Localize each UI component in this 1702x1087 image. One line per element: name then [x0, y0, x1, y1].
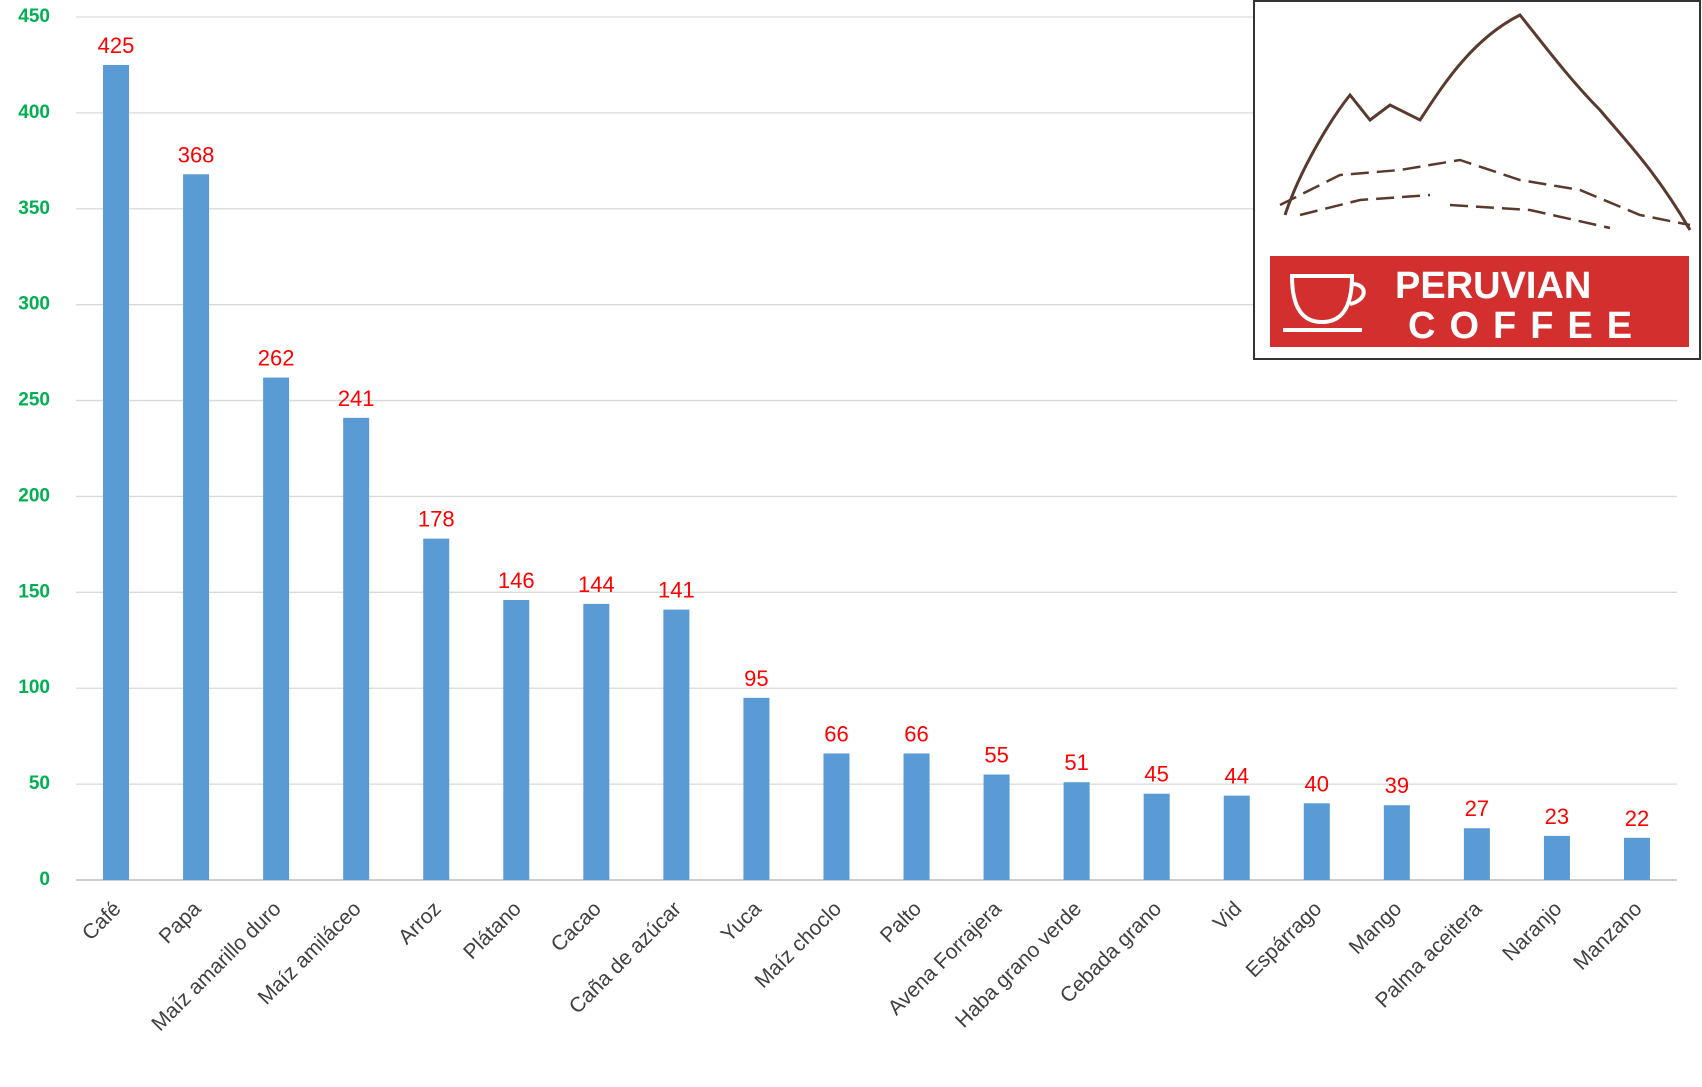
bar — [103, 65, 129, 880]
x-tick-label: Plátano — [459, 897, 526, 964]
value-label: 22 — [1625, 806, 1649, 831]
x-tick-label: Espárrago — [1242, 897, 1327, 982]
chart: 0 50 100 150 200 250 300 350 400 450 425 Café 368 Pap… — [0, 0, 1702, 1087]
value-label: 51 — [1064, 750, 1088, 775]
bar — [1624, 838, 1650, 880]
value-label: 27 — [1465, 796, 1489, 821]
x-tick-label: Vid — [1209, 897, 1246, 934]
x-tick-label: Cacao — [547, 897, 606, 956]
x-tick-label: Manzano — [1569, 897, 1646, 974]
value-label: 425 — [98, 33, 135, 58]
y-tick-label: 250 — [18, 390, 50, 411]
y-tick-label: 350 — [18, 198, 50, 219]
x-tick-label: Café — [78, 897, 126, 945]
bar — [583, 604, 609, 880]
y-tick-label: 100 — [18, 677, 50, 698]
value-label: 262 — [258, 346, 295, 371]
bar — [663, 610, 689, 880]
x-tick-label: Maíz choclo — [751, 897, 846, 992]
y-tick-label: 400 — [18, 102, 50, 123]
bar — [1384, 805, 1410, 880]
value-label: 23 — [1545, 804, 1569, 829]
bar — [1544, 836, 1570, 880]
bar — [1144, 794, 1170, 880]
bar — [1464, 828, 1490, 880]
value-label: 241 — [338, 386, 375, 411]
value-label: 39 — [1385, 773, 1409, 798]
value-label: 40 — [1305, 771, 1329, 796]
value-label: 141 — [658, 578, 695, 603]
y-tick-label: 0 — [39, 869, 50, 890]
x-tick-label: Mango — [1345, 897, 1407, 959]
value-label: 66 — [904, 721, 928, 746]
bar — [823, 753, 849, 880]
bar — [423, 539, 449, 880]
logo-line1: PERUVIAN — [1395, 265, 1591, 307]
y-tick-label: 50 — [29, 773, 50, 794]
x-tick-label: Palto — [876, 897, 926, 947]
bar — [1304, 803, 1330, 880]
value-label: 44 — [1224, 764, 1248, 789]
value-label: 368 — [178, 142, 215, 167]
x-tick-label: Naranjo — [1498, 897, 1566, 965]
page: {"chart_data": {"type": "bar", "categori… — [0, 0, 1702, 1087]
bar — [1064, 782, 1090, 880]
bar — [984, 775, 1010, 880]
x-tick-label: Papa — [155, 897, 206, 948]
value-label: 66 — [824, 721, 848, 746]
x-tick-label: Arroz — [394, 897, 446, 949]
value-label: 146 — [498, 568, 535, 593]
logo-line2: COFFEE — [1408, 305, 1646, 347]
y-tick-label: 150 — [18, 581, 50, 602]
value-label: 55 — [984, 743, 1008, 768]
y-tick-label: 450 — [18, 6, 50, 27]
value-label: 45 — [1144, 762, 1168, 787]
y-tick-label: 300 — [18, 294, 50, 315]
value-label: 144 — [578, 572, 615, 597]
bar — [1224, 796, 1250, 880]
value-label: 95 — [744, 666, 768, 691]
bar — [743, 698, 769, 880]
x-tick-label: Yuca — [717, 897, 767, 947]
logo: PERUVIAN COFFEE — [1254, 1, 1700, 359]
bar — [263, 378, 289, 880]
y-tick-label: 200 — [18, 485, 50, 506]
value-label: 178 — [418, 507, 455, 532]
bar — [904, 753, 930, 880]
bar — [503, 600, 529, 880]
bar — [343, 418, 369, 880]
bar — [183, 174, 209, 880]
